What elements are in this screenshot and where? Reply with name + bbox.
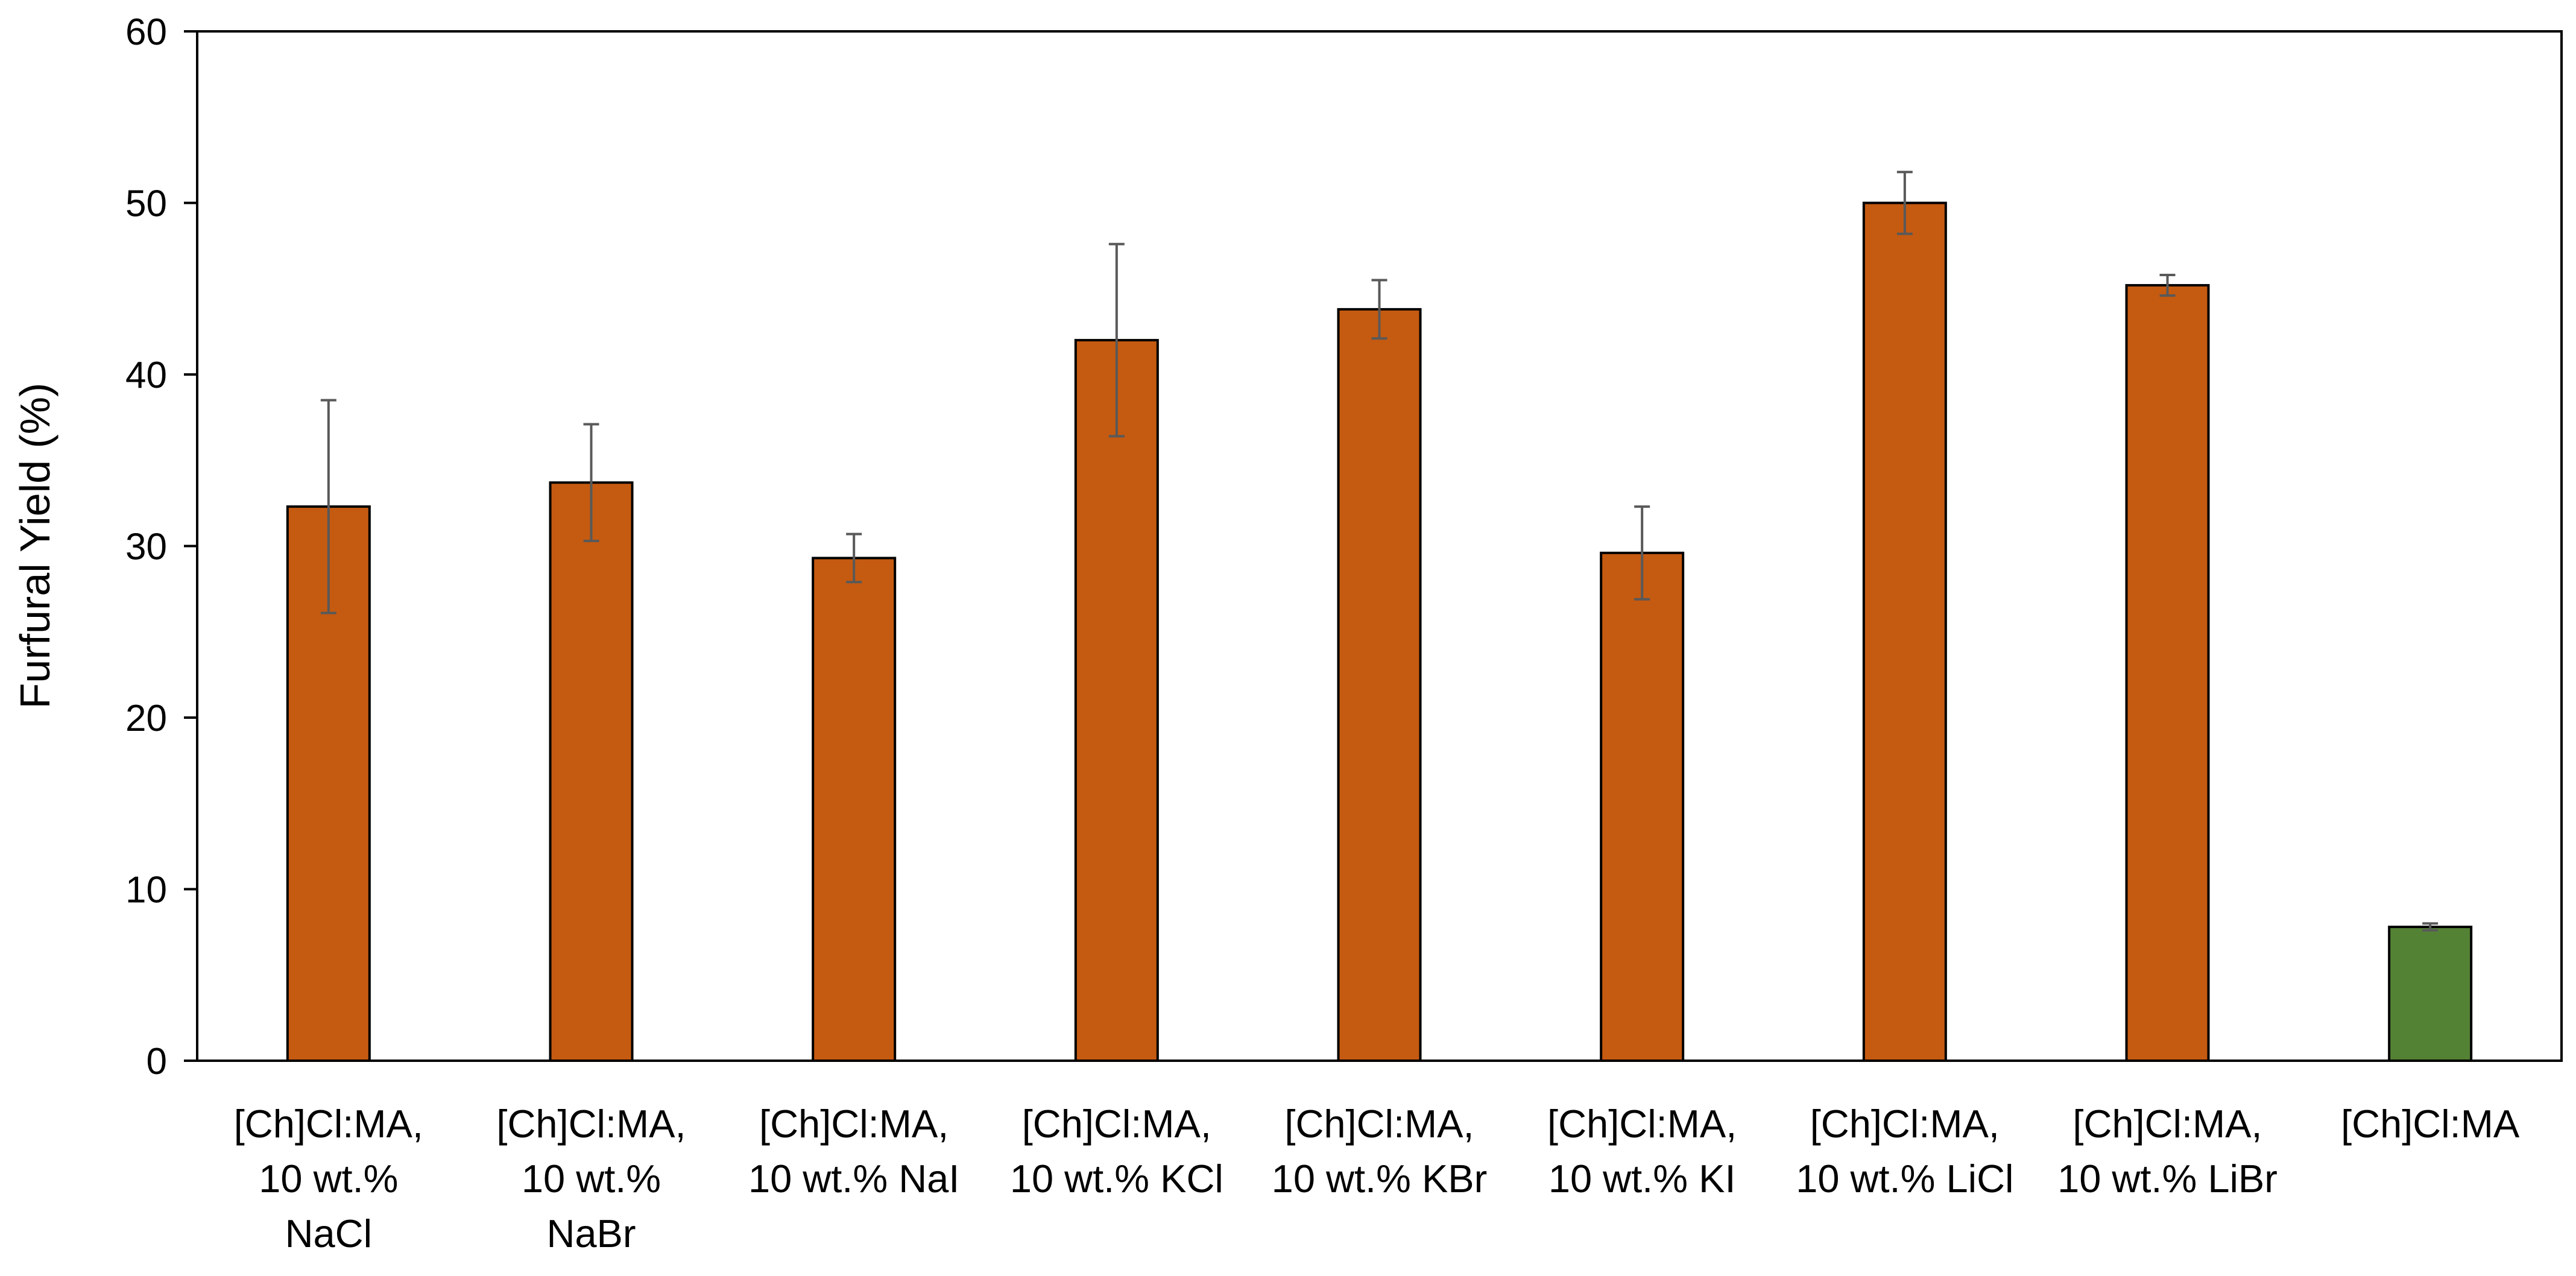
bar (1337, 308, 1422, 1062)
error-bars (320, 171, 2439, 932)
x-category-label-line: NaCl (285, 1211, 372, 1255)
x-category-label: [Ch]Cl:MA, 10 wt.% NaCl (234, 1102, 423, 1255)
y-tick-label: 60 (125, 11, 167, 53)
x-category-label: [Ch]Cl:MA, 10 wt.% LiCl (1796, 1102, 2013, 1201)
x-category-label-line: [Ch]Cl:MA, (1810, 1102, 2000, 1146)
bar (1862, 201, 1947, 1062)
y-tick-label: 10 (125, 870, 167, 911)
y-tick-label: 50 (125, 183, 167, 225)
x-category-label: [Ch]Cl:MA, 10 wt.% NaBr (496, 1102, 686, 1255)
x-category-label-line: [Ch]Cl:MA, (496, 1102, 686, 1146)
x-category-label-line: 10 wt.% NaI (748, 1157, 959, 1201)
x-category-label-line: [Ch]Cl:MA, (234, 1102, 423, 1146)
x-category-label-line: 10 wt.% KI (1548, 1157, 1736, 1201)
bar (1600, 551, 1685, 1062)
y-tick-label: 20 (125, 698, 167, 739)
x-category-label-line: [Ch]Cl:MA, (1022, 1102, 1211, 1146)
x-category-label: [Ch]Cl:MA, 10 wt.% LiBr (2057, 1102, 2278, 1201)
x-category-label-line: [Ch]Cl:MA, (1547, 1102, 1737, 1146)
x-category-label-line: NaBr (546, 1211, 636, 1255)
bar (2388, 926, 2473, 1062)
bar (812, 557, 897, 1062)
x-category-label-line: 10 wt.% KCl (1010, 1157, 1223, 1201)
x-category-label-line: 10 wt.% LiCl (1796, 1157, 2013, 1201)
x-category-label: [Ch]Cl:MA, 10 wt.% KBr (1272, 1102, 1488, 1201)
bar (1074, 339, 1159, 1062)
y-axis-title: Furfural Yield (%) (11, 383, 58, 709)
x-category-label-line: 10 wt.% (259, 1157, 398, 1201)
x-category-label-line: [Ch]Cl:MA, (1284, 1102, 1474, 1146)
x-axis-category-labels: [Ch]Cl:MA, 10 wt.% NaCl [Ch]Cl:MA, 10 wt.% Na… (234, 1102, 2520, 1255)
x-category-label: [Ch]Cl:MA, 10 wt.% KCl (1010, 1102, 1223, 1201)
x-category-label-line: 10 wt.% LiBr (2057, 1157, 2278, 1201)
x-category-label-line: 10 wt.% (522, 1157, 661, 1201)
x-category-label-line: 10 wt.% KBr (1272, 1157, 1488, 1201)
y-tick-label: 40 (125, 355, 167, 396)
x-category-label: [Ch]Cl:MA, 10 wt.% NaI (748, 1102, 959, 1201)
x-category-label-line: [Ch]Cl:MA, (759, 1102, 949, 1146)
bar (549, 481, 634, 1062)
x-category-label-line: [Ch]Cl:MA (2341, 1102, 2520, 1146)
bar (2125, 284, 2210, 1062)
x-category-label-line: [Ch]Cl:MA, (2072, 1102, 2262, 1146)
x-category-label: [Ch]Cl:MA, 10 wt.% KI (1547, 1102, 1737, 1201)
y-axis-ticks: 0 10 20 30 40 50 60 (125, 11, 197, 1082)
x-category-label: [Ch]Cl:MA (2341, 1102, 2520, 1146)
y-tick-label: 30 (125, 526, 167, 568)
y-tick-label: 0 (147, 1041, 167, 1082)
